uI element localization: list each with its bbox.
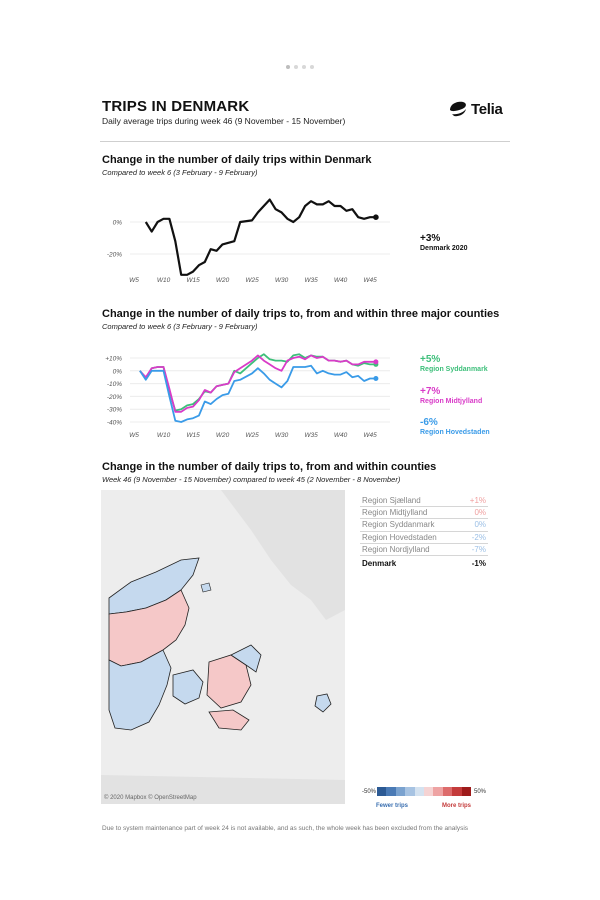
table-row[interactable]: Region Nordjylland -7% [360, 543, 488, 556]
region-value: 0% [461, 506, 488, 520]
syddanmark-annotation-label: Region Syddanmark [420, 366, 488, 373]
table-row[interactable]: Region Midtjylland 0% [360, 506, 488, 520]
sweden-landmass [221, 490, 345, 620]
y-tick-label: 0% [113, 220, 123, 227]
x-tick-label: W25 [245, 432, 259, 439]
total-value: -1% [471, 559, 486, 569]
syddanmark-annotation-value: +5% [420, 354, 441, 365]
section1-title: Change in the number of daily trips with… [102, 154, 372, 166]
region-value: -7% [461, 543, 488, 556]
header-divider [100, 141, 510, 142]
x-tick-label: W5 [129, 432, 139, 439]
denmark-trips-chart: 0% -20% W5 W10 W15 W20 W25 W30 W35 W40 W45 [107, 198, 390, 284]
page-title: TRIPS IN DENMARK [102, 98, 250, 115]
table-row-total: Denmark -1% [360, 555, 488, 569]
map-canvas [101, 490, 345, 804]
germany-landmass [101, 775, 345, 804]
region-name: Region Sjælland [360, 495, 462, 508]
carousel-dot[interactable] [310, 65, 314, 69]
hovedstaden-annotation-value: -6% [420, 417, 438, 428]
region-syddanmark-fyn[interactable] [172, 669, 204, 705]
x-tick-label: W10 [157, 277, 171, 284]
y-tick-label: 0% [113, 368, 123, 375]
region-name: Region Nordjylland [360, 543, 462, 556]
logo-text: Telia [471, 100, 503, 118]
county-trips-chart: +10% 0% -10% -20% -30% -40% W5 W10 W15 W20 W25 W30 W… [105, 353, 390, 439]
region-table: Region Sjælland +1% Region Midtjylland 0% … [360, 495, 488, 569]
series-end-point [373, 359, 379, 365]
x-tick-label: W40 [334, 432, 348, 439]
carousel-dot[interactable] [286, 65, 290, 69]
x-tick-label: W15 [186, 432, 200, 439]
footer-note: Due to system maintenance part of week 2… [102, 825, 469, 832]
y-tick-label: -20% [107, 252, 122, 259]
region-hovedstaden-bornholm[interactable] [314, 693, 332, 713]
denmark-map[interactable]: © 2020 Mapbox © OpenStreetMap [101, 490, 345, 804]
y-tick-label: -20% [107, 394, 122, 401]
x-tick-label: W35 [304, 432, 318, 439]
y-tick-label: +10% [105, 356, 122, 363]
region-value: -2% [461, 531, 488, 544]
region-table-body: Region Sjælland +1% Region Midtjylland 0% … [360, 495, 488, 569]
table-row[interactable]: Region Hovedstaden -2% [360, 531, 488, 544]
x-tick-label: W35 [304, 277, 318, 284]
y-tick-label: -30% [107, 407, 122, 414]
region-name: Region Midtjylland [360, 506, 462, 520]
region-value: 0% [461, 518, 488, 532]
y-tick-label: -10% [107, 381, 122, 388]
x-tick-label: W10 [157, 432, 171, 439]
series-end-point [373, 375, 379, 381]
section2-subtitle: Compared to week 6 (3 February - 9 Febru… [102, 322, 258, 331]
region-sjaelland-lolland[interactable] [208, 709, 250, 731]
x-tick-label: W45 [363, 277, 377, 284]
x-tick-label: W20 [216, 277, 230, 284]
legend-min-label: -50% [362, 789, 377, 795]
map-attribution: © 2020 Mapbox © OpenStreetMap [104, 795, 197, 801]
region-value: +1% [461, 495, 488, 508]
denmark-annotation-label: Denmark 2020 [420, 245, 468, 252]
page-subtitle: Daily average trips during week 46 (9 No… [102, 116, 346, 126]
x-tick-label: W30 [275, 277, 289, 284]
x-tick-label: W5 [129, 277, 139, 284]
series-end-point [373, 214, 379, 220]
x-tick-label: W30 [275, 432, 289, 439]
x-tick-label: W40 [334, 277, 348, 284]
denmark-annotation-value: +3% [420, 233, 441, 244]
telia-logo-icon [450, 101, 466, 117]
carousel-dots[interactable] [286, 65, 314, 69]
region-hovedstaden[interactable] [230, 644, 262, 673]
region-syddanmark[interactable] [108, 649, 172, 731]
legend-max-label: 50% [474, 789, 487, 795]
x-tick-label: W15 [186, 277, 200, 284]
legend-more-label: More trips [442, 803, 472, 809]
region-name: Region Hovedstaden [360, 531, 462, 544]
x-tick-label: W20 [216, 432, 230, 439]
table-row[interactable]: Region Sjælland +1% [360, 495, 488, 508]
x-tick-label: W25 [245, 277, 259, 284]
section3-subtitle: Week 46 (9 November - 15 November) compa… [102, 475, 401, 484]
hovedstaden-annotation-label: Region Hovedstaden [420, 429, 490, 436]
table-row[interactable]: Region Syddanmark 0% [360, 518, 488, 532]
section2-title: Change in the number of daily trips to, … [102, 308, 500, 320]
midtjylland-annotation-label: Region Midtjylland [420, 398, 483, 405]
legend-fewer-label: Fewer trips [376, 803, 409, 809]
telia-logo: Telia [448, 100, 503, 118]
section3-title: Change in the number of daily trips to, … [102, 461, 437, 473]
section1-subtitle: Compared to week 6 (3 February - 9 Febru… [102, 168, 258, 177]
series-line [139, 364, 376, 423]
total-name: Denmark [362, 559, 397, 569]
carousel-dot[interactable] [302, 65, 306, 69]
y-tick-label: -40% [107, 420, 122, 427]
carousel-dot[interactable] [294, 65, 298, 69]
region-name: Region Syddanmark [360, 518, 462, 532]
midtjylland-annotation-value: +7% [420, 386, 441, 397]
series-line [139, 354, 376, 413]
color-scale-legend [377, 787, 472, 796]
x-tick-label: W45 [363, 432, 377, 439]
series-line [144, 198, 376, 276]
island-laeso[interactable] [200, 582, 212, 593]
